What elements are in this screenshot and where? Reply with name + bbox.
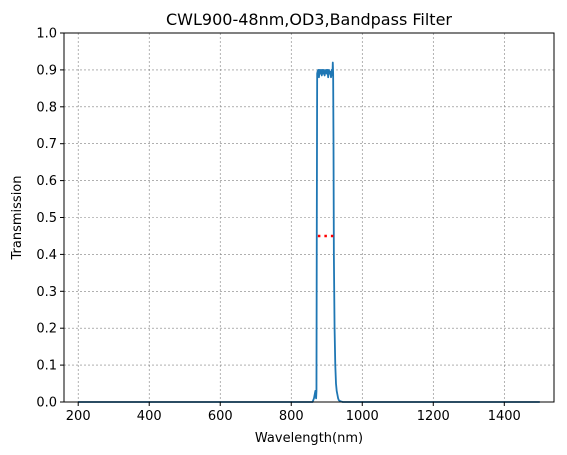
- y-tick-label: 1.0: [36, 27, 57, 42]
- y-tick-label: 0.3: [36, 285, 57, 300]
- y-tick-label: 0.8: [36, 100, 57, 115]
- x-tick-label: 1000: [346, 409, 379, 424]
- x-axis-label: Wavelength(nm): [255, 431, 363, 446]
- x-tick-label: 1200: [417, 409, 450, 424]
- chart-title: CWL900-48nm,OD3,Bandpass Filter: [166, 10, 452, 29]
- x-tick-label: 1400: [488, 409, 521, 424]
- y-tick-label: 0.5: [36, 211, 57, 226]
- y-tick-label: 0.2: [36, 322, 57, 337]
- y-tick-label: 0.9: [36, 63, 57, 78]
- tick-layer: 200 400 600 800 1000 1200 1400 0.0 0.1 0.2 0.3 0.4 0…: [36, 27, 521, 425]
- y-tick-label: 0.1: [36, 359, 57, 374]
- y-tick-label: 0.6: [36, 174, 57, 189]
- y-axis-label: Transmission: [10, 176, 25, 261]
- y-tick-label: 0.0: [36, 396, 57, 411]
- y-tick-label: 0.4: [36, 248, 57, 263]
- x-tick-label: 200: [66, 409, 91, 424]
- x-tick-label: 800: [279, 409, 304, 424]
- x-tick-label: 600: [208, 409, 233, 424]
- y-tick-label: 0.7: [36, 137, 57, 152]
- transmission-line: [78, 61, 540, 403]
- series-layer: [78, 61, 540, 403]
- x-tick-label: 400: [137, 409, 162, 424]
